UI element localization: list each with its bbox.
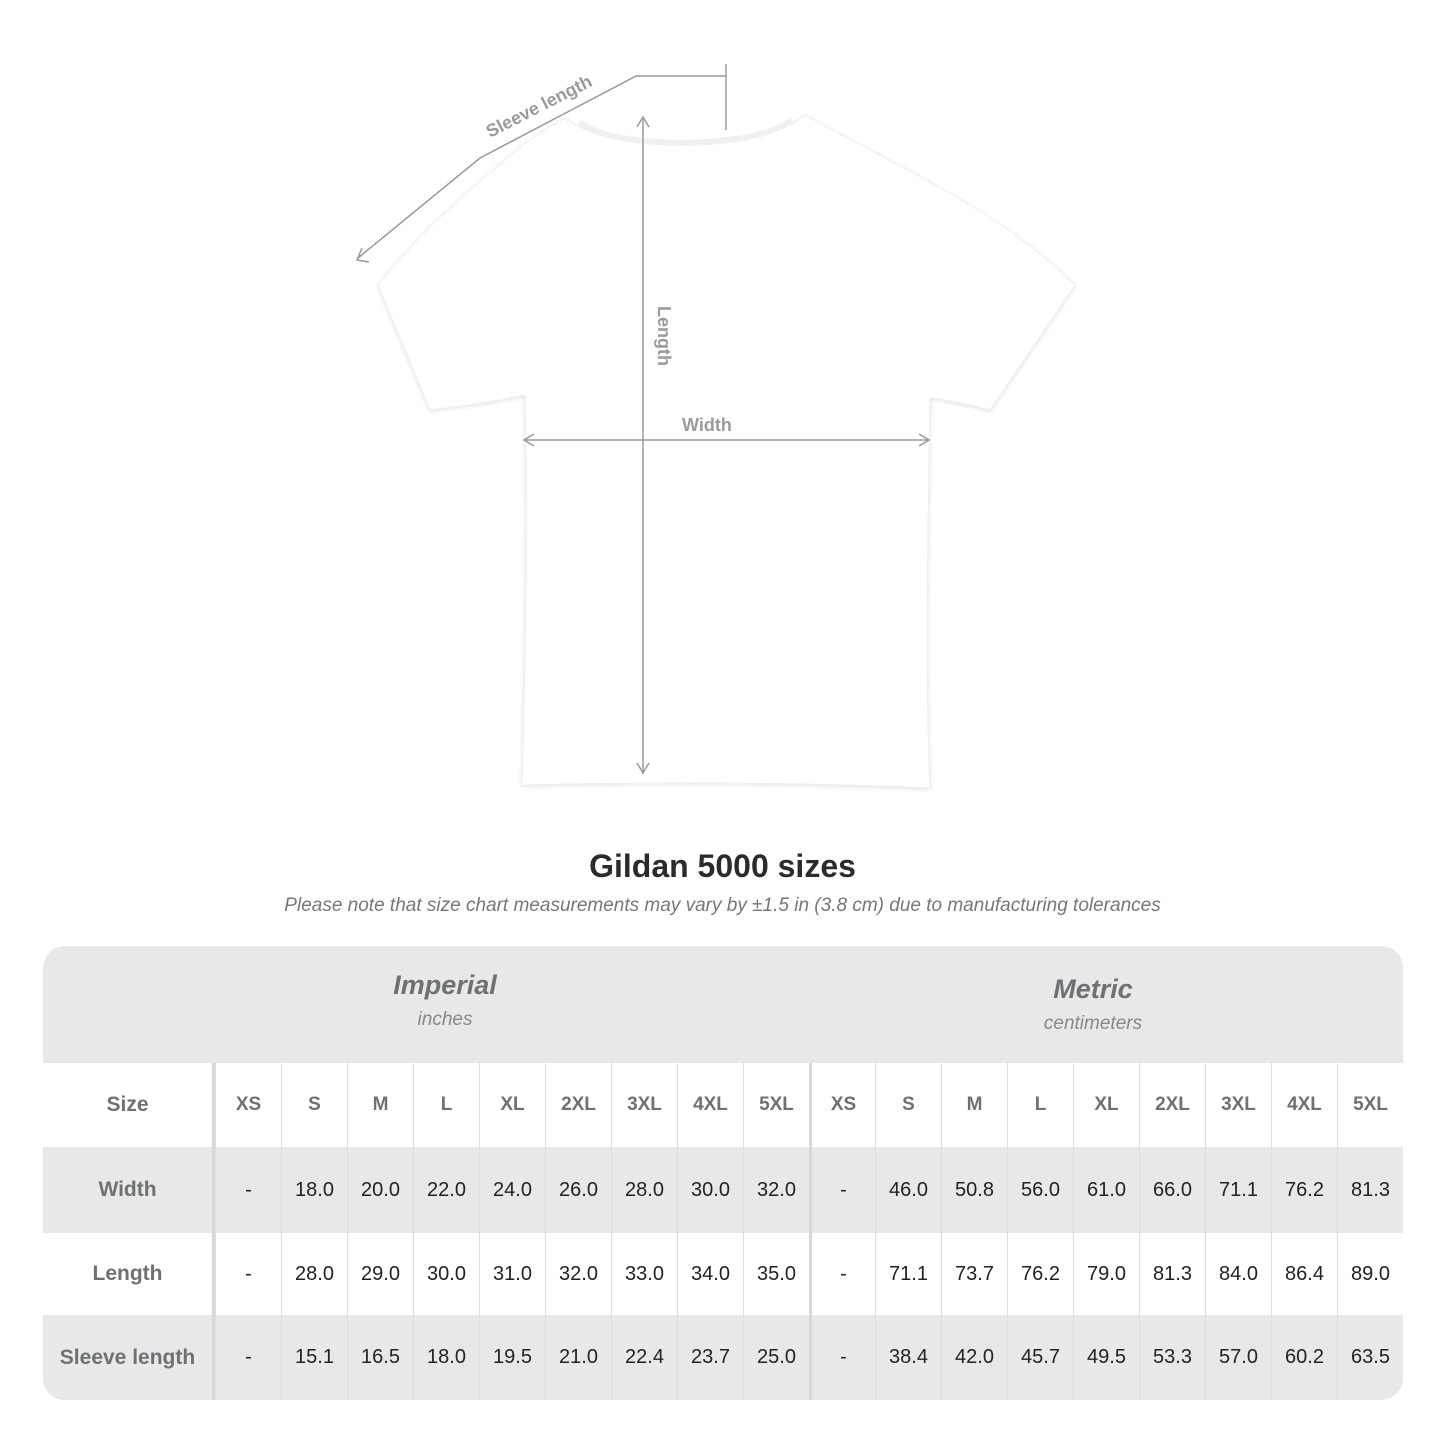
- imperial-value: 22.0: [413, 1147, 479, 1233]
- imperial-size-3xl: 3XL: [611, 1063, 677, 1147]
- imperial-value: 28.0: [611, 1147, 677, 1233]
- length-label: Length: [654, 306, 674, 366]
- metric-value: -: [809, 1233, 875, 1315]
- metric-value: 89.0: [1337, 1233, 1403, 1315]
- tshirt-diagram: Sleeve length Length Width: [355, 64, 1076, 789]
- metric-size-xs: XS: [809, 1063, 875, 1147]
- row-label: Sleeve length: [43, 1315, 215, 1400]
- imperial-size-xl: XL: [479, 1063, 545, 1147]
- table-row-sleeve-length: Sleeve length -15.1 16.5 18.0 19.5 21.0 22.4 23…: [43, 1315, 1403, 1400]
- imperial-value: 24.0: [479, 1147, 545, 1233]
- metric-value: 86.4: [1271, 1233, 1337, 1315]
- imperial-size-xs: XS: [215, 1063, 281, 1147]
- metric-value: 38.4: [875, 1315, 941, 1400]
- imperial-value: 21.0: [545, 1315, 611, 1400]
- metric-header: Metric centimeters: [863, 974, 1323, 1091]
- metric-value: 81.3: [1139, 1233, 1205, 1315]
- metric-value: 50.8: [941, 1147, 1007, 1233]
- metric-value: 79.0: [1073, 1233, 1139, 1315]
- imperial-value: 19.5: [479, 1315, 545, 1400]
- metric-size-s: S: [875, 1063, 941, 1147]
- metric-value: 73.7: [941, 1233, 1007, 1315]
- metric-size-2xl: 2XL: [1139, 1063, 1205, 1147]
- table-row-width: Width -18.0 20.0 22.0 24.0 26.0 28.0 30.0 32.0-4…: [43, 1147, 1403, 1233]
- imperial-value: -: [215, 1233, 281, 1315]
- table-row-length: Length -28.0 29.0 30.0 31.0 32.0 33.0 34.0 35.0-…: [43, 1233, 1403, 1315]
- imperial-value: 32.0: [545, 1233, 611, 1315]
- metric-value: 71.1: [875, 1233, 941, 1315]
- imperial-unit: inches: [417, 1009, 473, 1030]
- imperial-value: 18.0: [281, 1147, 347, 1233]
- imperial-size-m: M: [347, 1063, 413, 1147]
- imperial-value: 22.4: [611, 1315, 677, 1400]
- imperial-value: 26.0: [545, 1147, 611, 1233]
- metric-value: 84.0: [1205, 1233, 1271, 1315]
- imperial-size-l: L: [413, 1063, 479, 1147]
- imperial-size-5xl: 5XL: [743, 1063, 809, 1147]
- metric-value: 42.0: [941, 1315, 1007, 1400]
- imperial-value: 34.0: [677, 1233, 743, 1315]
- length-measure-line: [636, 115, 650, 775]
- imperial-value: -: [215, 1315, 281, 1400]
- metric-value: 61.0: [1073, 1147, 1139, 1233]
- metric-size-xl: XL: [1073, 1063, 1139, 1147]
- metric-value: 56.0: [1007, 1147, 1073, 1233]
- imperial-value: 20.0: [347, 1147, 413, 1233]
- metric-value: -: [809, 1315, 875, 1400]
- metric-title: Metric: [1053, 974, 1133, 1004]
- imperial-value: 15.1: [281, 1315, 347, 1400]
- row-label: Length: [43, 1233, 215, 1315]
- metric-value: -: [809, 1147, 875, 1233]
- imperial-value: 16.5: [347, 1315, 413, 1400]
- imperial-value: 28.0: [281, 1233, 347, 1315]
- imperial-header: Imperial inches: [215, 970, 675, 1087]
- metric-size-4xl: 4XL: [1271, 1063, 1337, 1147]
- size-header-row: Size XS S M L XL 2XL 3XL 4XL 5XL XS S M L XL 2XL 3XL 4XL 5…: [43, 1063, 1403, 1147]
- metric-value: 53.3: [1139, 1315, 1205, 1400]
- metric-value: 63.5: [1337, 1315, 1403, 1400]
- metric-value: 71.1: [1205, 1147, 1271, 1233]
- metric-value: 60.2: [1271, 1315, 1337, 1400]
- metric-value: 76.2: [1007, 1233, 1073, 1315]
- metric-value: 81.3: [1337, 1147, 1403, 1233]
- metric-size-5xl: 5XL: [1337, 1063, 1403, 1147]
- imperial-value: -: [215, 1147, 281, 1233]
- row-label: Width: [43, 1147, 215, 1233]
- chart-title: Gildan 5000 sizes: [589, 848, 856, 884]
- imperial-value: 18.0: [413, 1315, 479, 1400]
- tolerance-note: Please note that size chart measurements…: [284, 895, 1161, 916]
- metric-value: 76.2: [1271, 1147, 1337, 1233]
- imperial-size-s: S: [281, 1063, 347, 1147]
- imperial-value: 31.0: [479, 1233, 545, 1315]
- imperial-size-2xl: 2XL: [545, 1063, 611, 1147]
- imperial-size-4xl: 4XL: [677, 1063, 743, 1147]
- imperial-value: 29.0: [347, 1233, 413, 1315]
- metric-value: 66.0: [1139, 1147, 1205, 1233]
- metric-value: 46.0: [875, 1147, 941, 1233]
- imperial-value: 30.0: [413, 1233, 479, 1315]
- width-measure-line: [522, 433, 931, 447]
- metric-value: 49.5: [1073, 1315, 1139, 1400]
- size-table: Imperial inches Metric centimeters Size X…: [43, 946, 1403, 1400]
- imperial-value: 32.0: [743, 1147, 809, 1233]
- width-label: Width: [682, 415, 732, 435]
- imperial-value: 35.0: [743, 1233, 809, 1315]
- imperial-value: 23.7: [677, 1315, 743, 1400]
- size-label: Size: [43, 1063, 215, 1147]
- imperial-value: 33.0: [611, 1233, 677, 1315]
- imperial-value: 30.0: [677, 1147, 743, 1233]
- metric-value: 45.7: [1007, 1315, 1073, 1400]
- metric-size-3xl: 3XL: [1205, 1063, 1271, 1147]
- imperial-title: Imperial: [393, 970, 497, 1000]
- sleeve-measure-line: [355, 64, 727, 263]
- metric-value: 57.0: [1205, 1315, 1271, 1400]
- imperial-value: 25.0: [743, 1315, 809, 1400]
- tshirt-shape: [377, 114, 1076, 789]
- metric-size-l: L: [1007, 1063, 1073, 1147]
- metric-size-m: M: [941, 1063, 1007, 1147]
- metric-unit: centimeters: [1043, 1013, 1143, 1034]
